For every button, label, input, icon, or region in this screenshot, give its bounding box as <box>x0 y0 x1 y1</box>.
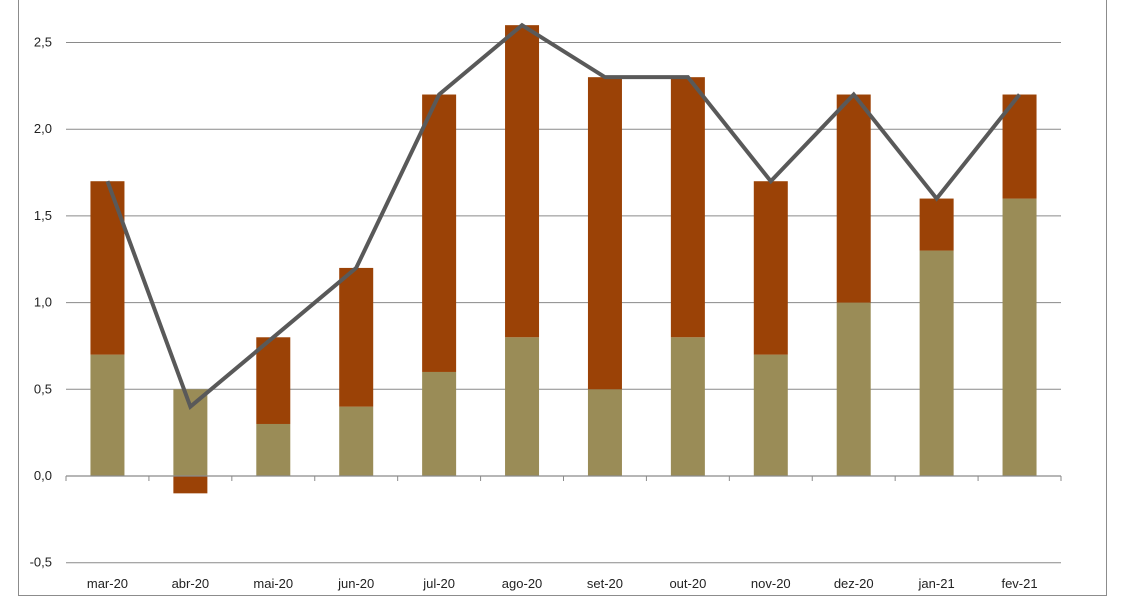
x-tick-label: mar-20 <box>87 576 128 591</box>
bar-series-1-jan-21 <box>919 250 954 476</box>
bar-series-2-nov-20 <box>753 181 788 355</box>
bar-series-2-set-20 <box>587 77 622 390</box>
x-tick-label: jan-21 <box>918 576 955 591</box>
bar-series-1-dez-20 <box>836 302 871 476</box>
x-tick-label: out-20 <box>669 576 706 591</box>
y-tick-label: -0,5 <box>30 555 52 570</box>
line-series <box>105 22 1022 410</box>
bar-series-1-jun-20 <box>339 406 374 476</box>
bar-series-1-out-20 <box>670 337 705 476</box>
bar-series-2-out-20 <box>670 77 705 338</box>
line-series-3 <box>105 22 1022 410</box>
bar-series-2-abr-20 <box>173 476 208 494</box>
x-tick-label: fev-21 <box>1001 576 1037 591</box>
x-tick-label: jul-20 <box>422 576 455 591</box>
x-tick-label: jun-20 <box>337 576 374 591</box>
bar-series-1-mai-20 <box>256 423 291 476</box>
x-tick-label: set-20 <box>587 576 623 591</box>
bar-series <box>90 25 1037 494</box>
x-tick-label: dez-20 <box>834 576 874 591</box>
y-tick-label: 0,0 <box>34 468 52 483</box>
bar-series-2-ago-20 <box>505 25 540 338</box>
y-tick-label: 1,0 <box>34 295 52 310</box>
y-tick-label: 1,5 <box>34 208 52 223</box>
bar-series-1-mar-20 <box>90 354 125 476</box>
y-tick-label: 2,0 <box>34 121 52 136</box>
bar-series-1-ago-20 <box>505 337 540 476</box>
bar-series-2-jul-20 <box>422 94 457 372</box>
axes <box>65 475 1062 481</box>
x-tick-label: abr-20 <box>172 576 210 591</box>
bar-series-2-jun-20 <box>339 267 374 407</box>
x-tick-label: mai-20 <box>253 576 293 591</box>
x-tick-label: nov-20 <box>751 576 791 591</box>
x-tick-label: ago-20 <box>502 576 542 591</box>
bar-series-2-mar-20 <box>90 181 125 355</box>
bar-series-2-jan-21 <box>919 198 954 251</box>
bar-series-2-mai-20 <box>256 337 291 424</box>
tick-labels: -0,5 0,0 0,5 1,0 1,5 2,0 2,5 mar-20 abr-20 mai-20… <box>30 35 1038 592</box>
bar-series-1-nov-20 <box>753 354 788 476</box>
bar-series-1-fev-21 <box>1002 198 1037 476</box>
y-tick-label: 0,5 <box>34 381 52 396</box>
y-tick-label: 2,5 <box>34 35 52 50</box>
bar-series-1-jul-20 <box>422 371 457 476</box>
bar-series-1-set-20 <box>587 389 622 476</box>
bar-series-2-dez-20 <box>836 94 871 303</box>
grid-lines <box>66 42 1061 564</box>
